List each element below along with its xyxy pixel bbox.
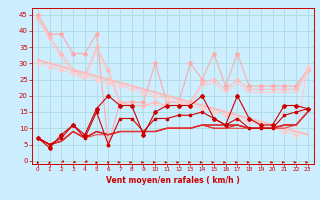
- X-axis label: Vent moyen/en rafales ( km/h ): Vent moyen/en rafales ( km/h ): [106, 176, 240, 185]
